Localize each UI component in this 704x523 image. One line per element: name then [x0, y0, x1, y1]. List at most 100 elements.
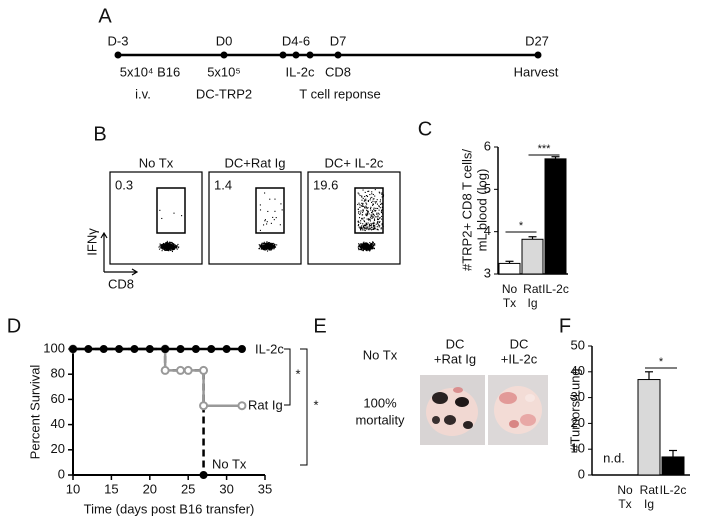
- x-tick-label: No Tx: [501, 282, 518, 310]
- event-dot: [358, 226, 360, 228]
- event-dot: [171, 248, 173, 250]
- event-dot: [365, 213, 367, 215]
- event-dot: [167, 248, 169, 250]
- event-dot: [360, 248, 362, 250]
- event-dot: [372, 216, 374, 218]
- event-dot: [272, 246, 274, 248]
- event-dot: [373, 243, 375, 245]
- event-dot: [369, 194, 371, 196]
- event-dot: [364, 191, 366, 193]
- event-dot: [381, 193, 383, 195]
- event-dot: [160, 244, 162, 246]
- event-dot: [171, 249, 173, 251]
- event-dot: [270, 246, 273, 248]
- event-dot: [171, 248, 173, 250]
- event-dot: [368, 249, 370, 251]
- event-dot: [371, 217, 373, 220]
- event-dot: [166, 249, 168, 251]
- event-dot: [161, 244, 163, 246]
- event-dot: [378, 221, 380, 223]
- event-dot: [267, 245, 269, 247]
- event-dot: [273, 219, 275, 221]
- event-dot: [167, 244, 169, 246]
- event-dot: [269, 246, 271, 248]
- event-dot: [259, 229, 261, 231]
- y-tick-label: 4: [484, 223, 491, 238]
- event-dot: [380, 211, 382, 213]
- event-dot: [166, 242, 168, 244]
- event-dot: [166, 243, 168, 245]
- event-dot: [367, 248, 369, 250]
- event-dot: [376, 203, 379, 205]
- event-dot: [364, 227, 366, 229]
- event-dot: [273, 245, 276, 247]
- event-dot: [161, 217, 163, 220]
- event-dot: [271, 245, 273, 247]
- event-dot: [167, 247, 170, 249]
- event-dot: [381, 223, 383, 225]
- event-dot: [371, 216, 373, 218]
- axis-label: IFNγ: [84, 228, 99, 256]
- event-dot: [358, 193, 360, 195]
- event-dot: [363, 224, 365, 227]
- timeline-day: D7: [330, 33, 347, 48]
- event-dot: [372, 224, 374, 226]
- event-dot: [364, 244, 366, 246]
- event-dot: [374, 227, 376, 229]
- event-dot: [364, 243, 366, 245]
- event-dot: [166, 249, 169, 251]
- survival-marker: [237, 345, 246, 353]
- event-dot: [379, 225, 381, 227]
- event-dot: [377, 207, 379, 210]
- event-dot: [169, 241, 171, 244]
- group-title: DC: [510, 336, 529, 351]
- event-dot: [263, 248, 265, 250]
- event-dot: [364, 195, 366, 198]
- event-dot: [369, 245, 371, 247]
- event-dot: [373, 247, 375, 249]
- survival-marker: [183, 365, 193, 375]
- event-dot: [266, 248, 268, 250]
- event-dot: [361, 195, 363, 197]
- event-dot: [173, 247, 175, 249]
- event-dot: [372, 227, 374, 229]
- event-dot: [276, 244, 278, 246]
- event-dot: [173, 246, 176, 248]
- event-dot: [371, 196, 373, 198]
- event-dot: [359, 194, 361, 197]
- series-label: No Tx: [212, 456, 247, 471]
- event-dot: [362, 218, 364, 220]
- event-dot: [264, 219, 267, 221]
- significance-label: *: [313, 397, 318, 412]
- event-dot: [168, 245, 170, 247]
- event-dot: [364, 199, 366, 201]
- event-dot: [378, 224, 380, 226]
- event-dot: [361, 217, 363, 219]
- event-dot: [266, 221, 268, 223]
- event-dot: [359, 244, 361, 246]
- x-tick-label: 25: [181, 481, 195, 496]
- event-dot: [374, 202, 377, 204]
- event-dot: [364, 206, 366, 208]
- event-dot: [365, 202, 367, 204]
- event-dot: [261, 242, 263, 244]
- event-dot: [360, 222, 362, 224]
- group-title: DC: [446, 336, 465, 351]
- event-dot: [171, 241, 173, 243]
- event-dot: [171, 246, 173, 248]
- event-dot: [265, 244, 267, 246]
- cell-cluster: [158, 240, 180, 253]
- event-dot: [367, 246, 369, 249]
- event-dot: [280, 203, 282, 205]
- y-tick-label: 20: [571, 415, 585, 430]
- y-tick-label: 0: [578, 466, 585, 481]
- event-dot: [366, 226, 368, 228]
- event-dot: [366, 246, 368, 248]
- event-dot: [375, 207, 377, 210]
- event-dot: [162, 245, 164, 247]
- gate-percent: 0.3: [115, 177, 133, 192]
- event-dot: [371, 212, 373, 214]
- event-dot: [172, 244, 174, 247]
- event-dot: [377, 215, 379, 217]
- event-dot: [370, 243, 372, 246]
